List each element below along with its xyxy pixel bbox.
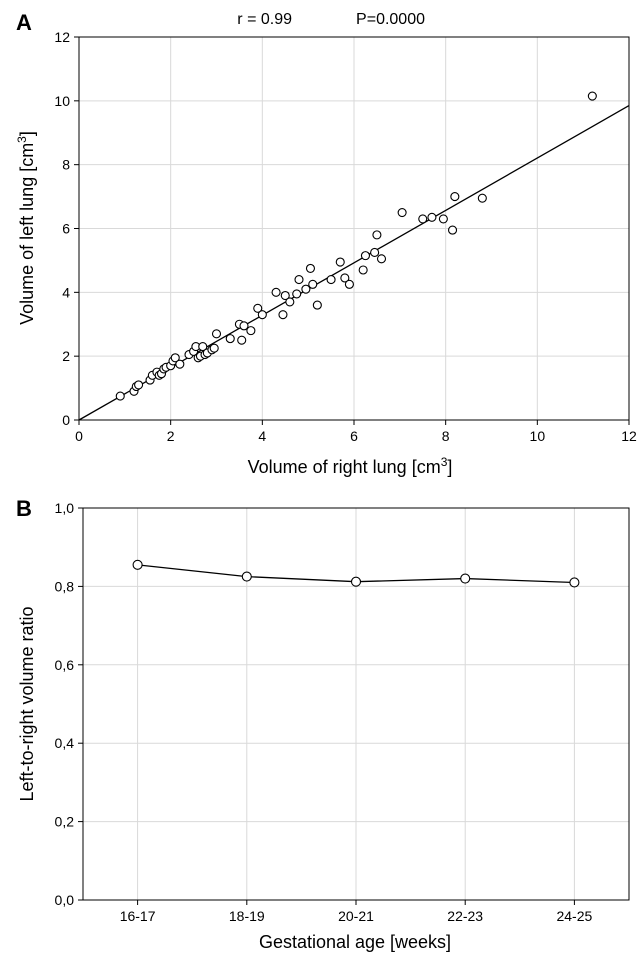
panel-b-y-ticks: 0,0 0,2 0,4 0,6 0,8 1,0 — [55, 500, 83, 908]
panel-a-x-ticks: 0 2 4 6 8 10 12 — [75, 420, 637, 444]
panel-b-x-tick-label: 22-23 — [447, 908, 483, 924]
panel-a-data-point — [360, 251, 371, 261]
panel-b-data-point — [460, 573, 471, 584]
panel-a-data-point — [294, 275, 304, 285]
panel-b-points — [132, 559, 580, 588]
panel-a-data-point — [253, 303, 263, 313]
panel-a-y-axis-unit-sup: 3 — [15, 136, 29, 143]
panel-a-data-point — [239, 321, 249, 331]
panel-a-data-point — [301, 284, 311, 294]
panel-a-data-point — [285, 297, 295, 307]
panel-b-data-point — [569, 577, 580, 588]
panel-b-x-axis-label: Gestational age [weeks] — [259, 932, 451, 952]
panel-a-x-axis-unit-sup: 3 — [441, 455, 448, 469]
panel-b-data-point — [350, 576, 362, 587]
panel-a-points — [115, 91, 597, 401]
panel-b-data-point — [132, 559, 143, 570]
panel-a-data-point — [271, 287, 281, 297]
panel-a-x-tick-label: 6 — [350, 428, 358, 444]
panel-a-data-point — [257, 310, 267, 320]
panel-b-x-tick-label: 18-19 — [229, 908, 265, 924]
panel-b-grid — [83, 507, 629, 901]
panel-b-y-tick-label: 0,2 — [55, 814, 75, 830]
panel-a-label: A — [16, 10, 32, 35]
panel-a-data-point — [418, 214, 428, 224]
panel-a-data-point — [278, 310, 288, 320]
panel-a-data-point — [450, 192, 460, 202]
p-value: P=0.0000 — [356, 11, 425, 28]
panel-a-data-point — [335, 257, 345, 267]
correlation-r: r = 0.99 — [237, 11, 292, 28]
panel-a-data-point — [587, 91, 597, 101]
panel-a-data-point — [170, 353, 180, 363]
panel-b-y-tick-label: 0,8 — [55, 578, 75, 594]
panel-b-x-tick-label: 24-25 — [556, 908, 592, 924]
panel-a-data-point — [427, 212, 437, 222]
panel-a-y-axis-label: Volume of left lung [cm3] — [15, 131, 37, 325]
panel-a-y-axis-label-text: Volume of left lung [cm — [17, 143, 37, 325]
panel-a-data-point — [175, 359, 185, 369]
panel-a-data-point — [340, 273, 350, 283]
panel-b-y-tick-label: 0,0 — [55, 892, 75, 908]
panel-a-x-tick-label: 8 — [442, 428, 450, 444]
panel-a-data-point — [225, 334, 235, 344]
panel-a-x-tick-label: 2 — [167, 428, 175, 444]
panel-a-data-point — [447, 225, 458, 235]
panel-b: B 16-17 18-19 20-21 22-23 24-25 0,0 0,2 0,4 0,6… — [16, 496, 630, 952]
panel-a-grid — [78, 36, 630, 421]
panel-b-label: B — [16, 496, 32, 521]
panel-b-y-tick-label: 0,4 — [55, 735, 75, 751]
panel-a-data-point — [198, 342, 208, 352]
panel-a-data-point — [344, 279, 354, 289]
panel-b-x-tick-label: 16-17 — [120, 908, 156, 924]
panel-a-y-tick-label: 12 — [54, 29, 70, 45]
panel-a-x-axis-label-text: Volume of right lung [cm — [248, 457, 441, 477]
panel-a-data-point — [115, 391, 125, 401]
panel-b-x-ticks: 16-17 18-19 20-21 22-23 24-25 — [120, 900, 593, 924]
panel-b-x-tick-label: 20-21 — [338, 908, 374, 924]
panel-a-data-point — [246, 326, 256, 336]
panel-a-x-tick-label: 0 — [75, 428, 83, 444]
panel-a-data-point — [305, 263, 316, 273]
panel-a-data-point — [376, 254, 387, 264]
panel-a-data-point — [134, 380, 144, 390]
panel-a-y-tick-label: 4 — [62, 284, 70, 300]
panel-b-y-tick-label: 0,6 — [55, 657, 75, 673]
panel-a-y-tick-label: 2 — [62, 348, 70, 364]
panel-b-y-tick-label: 1,0 — [55, 500, 75, 516]
panel-b-y-axis-label: Left-to-right volume ratio — [17, 606, 37, 801]
panel-a-data-point — [397, 207, 407, 218]
panel-a-x-tick-label: 10 — [530, 428, 546, 444]
panel-a-data-point — [326, 275, 336, 285]
panel-a-data-point — [280, 290, 290, 301]
panel-a-data-point — [372, 230, 382, 240]
panel-a-data-point — [438, 214, 448, 224]
panel-a-x-axis-label: Volume of right lung [cm3] — [248, 455, 453, 477]
panel-a-y-tick-label: 10 — [54, 93, 70, 109]
panel-b-data-point — [241, 571, 252, 582]
panel-a-data-point — [312, 300, 322, 310]
panel-a-data-point — [292, 289, 302, 299]
panel-a-y-tick-label: 0 — [62, 412, 70, 428]
panel-a-data-point — [308, 279, 318, 289]
panel-a-data-point — [358, 265, 368, 275]
panel-a: A r = 0.99 P=0.0000 0 2 4 6 8 10 12 024681012 … — [15, 10, 637, 477]
panel-a-data-point — [211, 329, 222, 339]
panel-a-x-tick-label: 4 — [258, 428, 266, 444]
panel-a-y-tick-label: 8 — [62, 157, 70, 173]
panel-a-data-point — [209, 343, 219, 353]
panel-a-data-point — [237, 335, 247, 345]
panel-a-y-tick-label: 6 — [62, 221, 70, 237]
panel-a-x-tick-label: 12 — [621, 428, 637, 444]
panel-a-y-ticks: 0 2 4 6 8 10 12 — [54, 29, 79, 428]
panel-a-data-point — [477, 193, 487, 203]
panel-a-data-point — [370, 247, 380, 257]
